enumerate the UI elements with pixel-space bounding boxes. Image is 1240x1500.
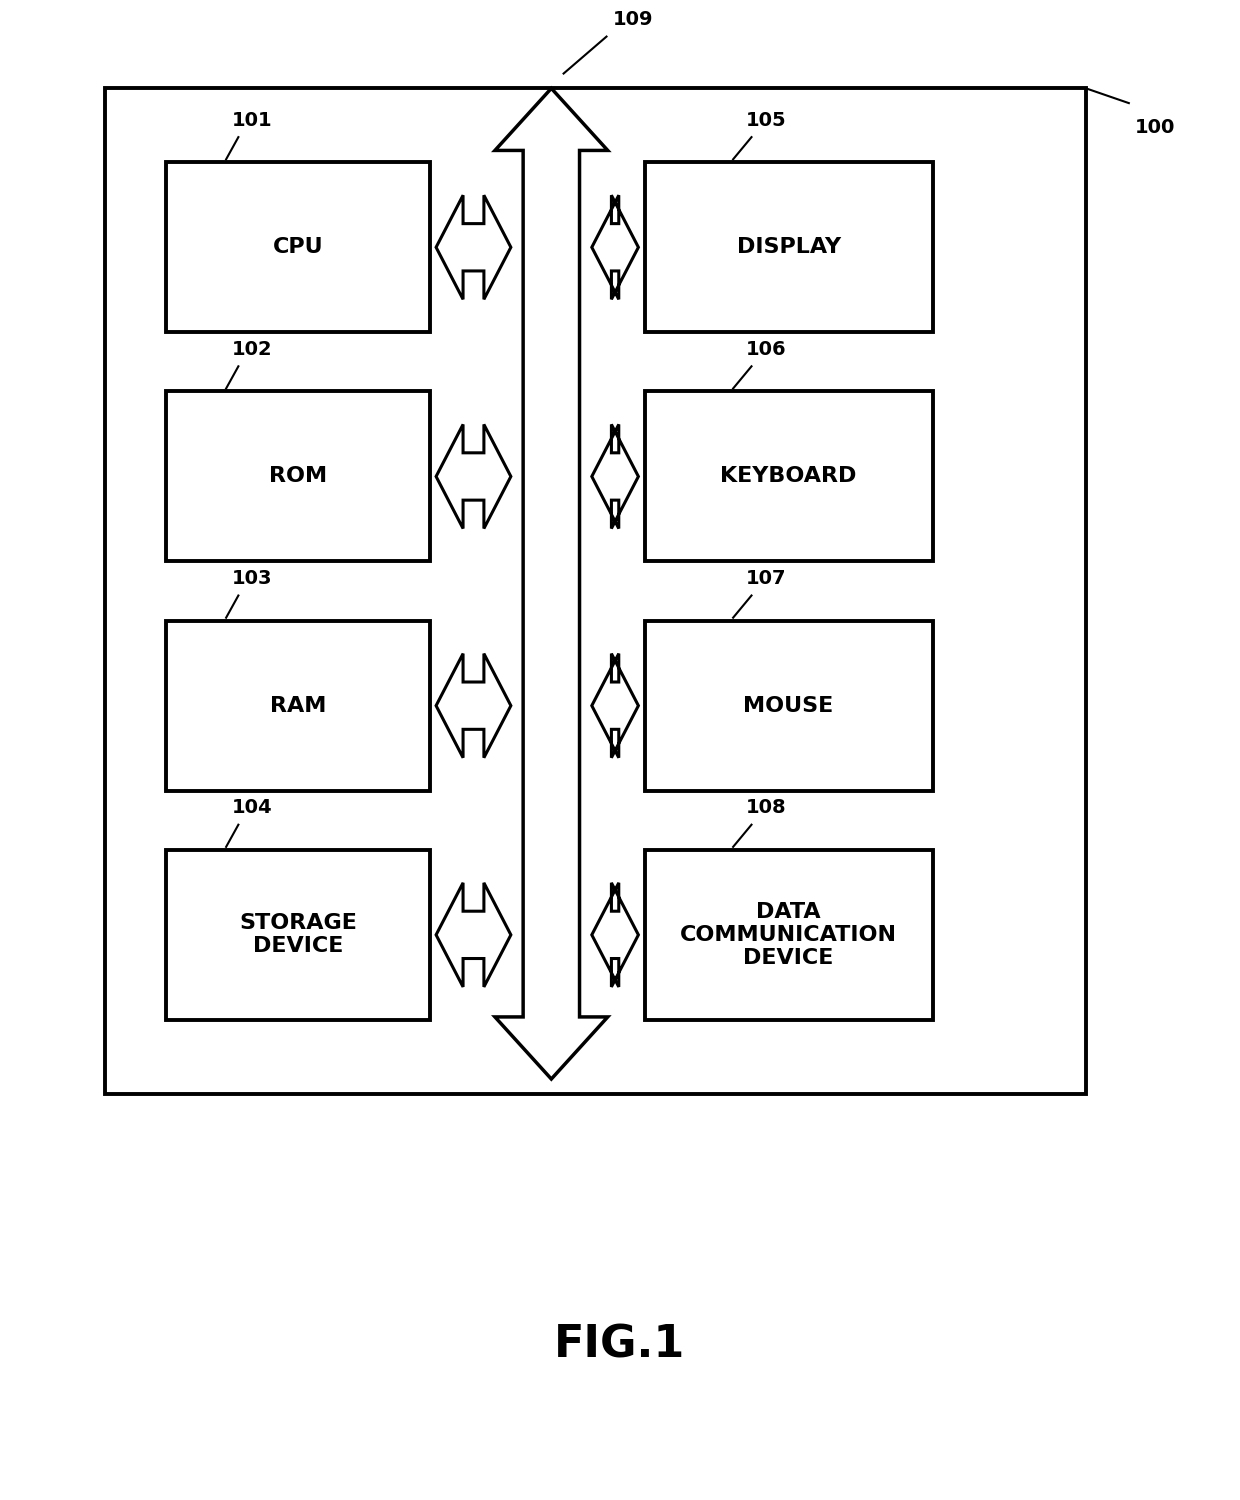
Text: 105: 105 xyxy=(745,111,786,129)
Text: 100: 100 xyxy=(1135,118,1176,136)
Polygon shape xyxy=(436,195,511,300)
Bar xyxy=(645,162,932,333)
Bar xyxy=(105,88,1086,1094)
Text: 107: 107 xyxy=(745,568,786,588)
Polygon shape xyxy=(591,654,639,758)
Text: CPU: CPU xyxy=(273,237,324,258)
Bar xyxy=(645,621,932,790)
Text: 106: 106 xyxy=(745,340,786,358)
Text: 104: 104 xyxy=(232,798,273,818)
Bar xyxy=(166,392,430,561)
Polygon shape xyxy=(436,884,511,987)
Text: MOUSE: MOUSE xyxy=(744,696,833,715)
Text: ROM: ROM xyxy=(269,466,327,486)
Bar xyxy=(645,392,932,561)
Text: 101: 101 xyxy=(232,111,273,129)
Text: 103: 103 xyxy=(232,568,273,588)
Text: FIG.1: FIG.1 xyxy=(554,1323,686,1366)
Polygon shape xyxy=(436,654,511,758)
Text: DISPLAY: DISPLAY xyxy=(737,237,841,258)
Polygon shape xyxy=(591,884,639,987)
Polygon shape xyxy=(591,424,639,528)
Polygon shape xyxy=(591,195,639,300)
Polygon shape xyxy=(436,424,511,528)
Text: STORAGE
DEVICE: STORAGE DEVICE xyxy=(239,914,357,957)
Bar xyxy=(645,850,932,1020)
Text: DATA
COMMUNICATION
DEVICE: DATA COMMUNICATION DEVICE xyxy=(680,902,897,968)
Text: 108: 108 xyxy=(745,798,786,818)
Bar xyxy=(166,162,430,333)
Bar xyxy=(166,621,430,790)
Polygon shape xyxy=(495,88,608,1078)
Text: 109: 109 xyxy=(613,10,653,28)
Text: RAM: RAM xyxy=(270,696,326,715)
Text: KEYBOARD: KEYBOARD xyxy=(720,466,857,486)
Bar xyxy=(166,850,430,1020)
Text: 102: 102 xyxy=(232,340,273,358)
